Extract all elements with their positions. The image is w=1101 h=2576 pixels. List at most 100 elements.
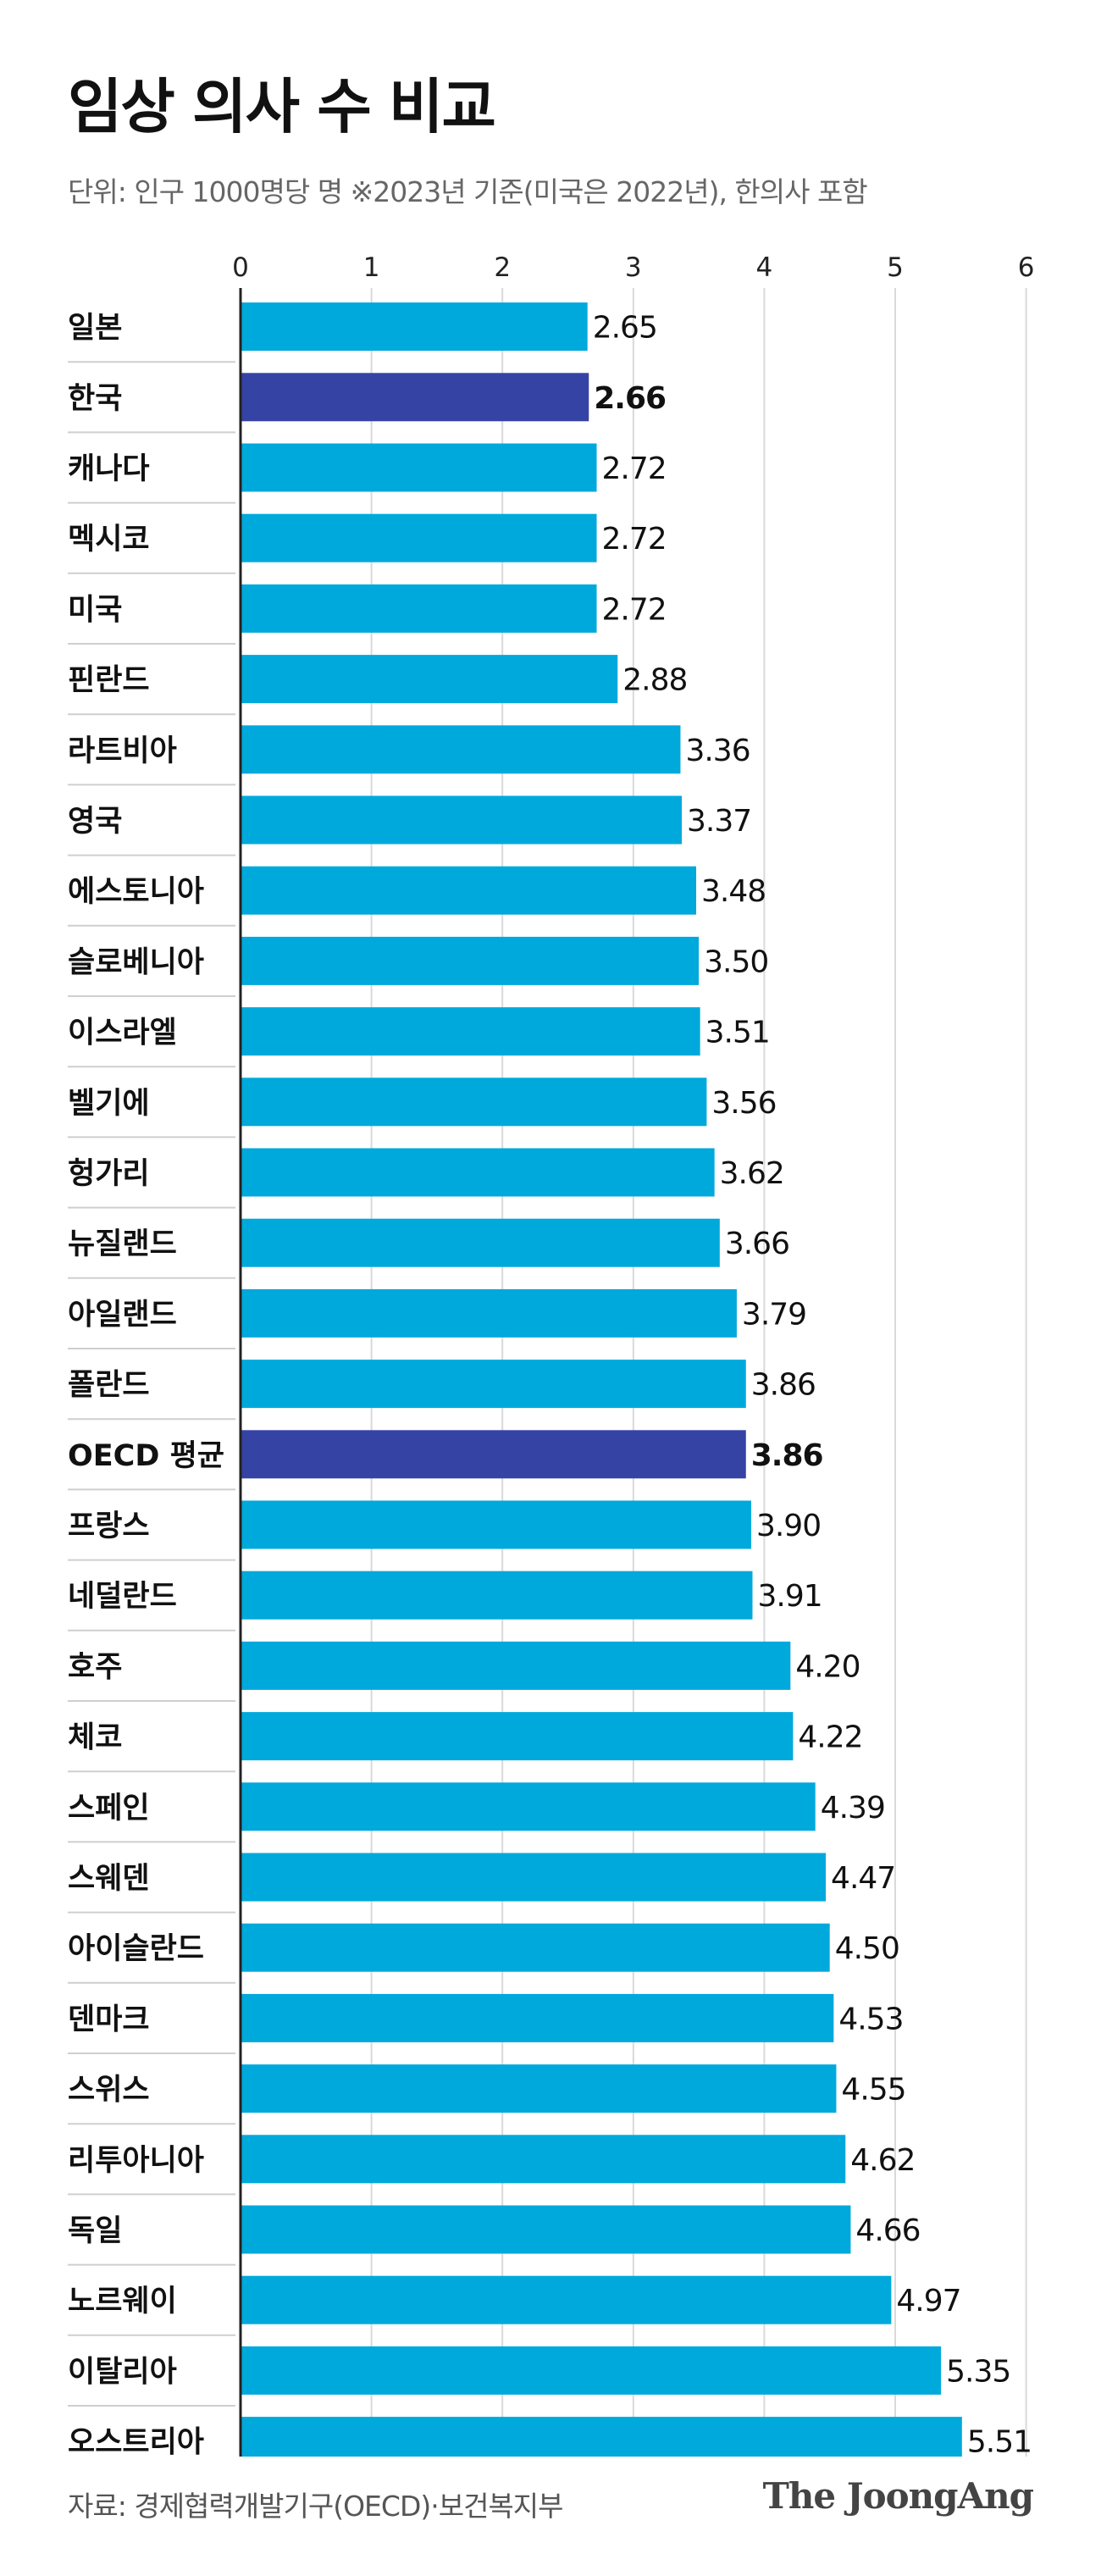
- bar: [241, 866, 697, 915]
- value-label: 4.53: [838, 2002, 903, 2036]
- x-tick-label: 1: [363, 252, 380, 283]
- bar-chart: 0 1 2 3 4 5 6 일본 2.65 한국 2.66 캐나다 2.72 멕시코 2.72 미국 2.72 핀…: [68, 252, 1035, 2457]
- value-label: 4.47: [831, 1861, 895, 1896]
- bar: [241, 2346, 942, 2395]
- value-label: 2.66: [594, 381, 666, 416]
- category-label: 호주: [68, 1650, 122, 1684]
- value-label: 2.88: [622, 663, 687, 698]
- category-label: 스페인: [68, 1792, 150, 1825]
- bar: [241, 2064, 837, 2113]
- bar-highlight: [241, 1430, 746, 1479]
- bar: [241, 1077, 707, 1127]
- bar-highlight: [241, 373, 589, 422]
- category-label: 일본: [68, 312, 122, 346]
- value-label: 3.79: [742, 1297, 806, 1332]
- bar: [241, 1712, 794, 1761]
- bar: [241, 2275, 892, 2324]
- bar: [241, 1853, 827, 1902]
- bar: [241, 936, 700, 985]
- x-tick-label: 0: [232, 252, 249, 283]
- value-label: 3.50: [704, 945, 768, 979]
- bar: [241, 1923, 830, 1972]
- value-label: 4.55: [841, 2073, 905, 2108]
- bar: [241, 1288, 737, 1338]
- bar: [241, 1641, 791, 1690]
- category-label: 헝가리: [68, 1157, 150, 1191]
- category-label: 에스토니아: [68, 875, 204, 909]
- value-label: 4.66: [855, 2213, 920, 2248]
- value-label: 3.66: [725, 1227, 789, 1261]
- value-label: 4.39: [821, 1791, 885, 1825]
- category-label: 네덜란드: [68, 1580, 177, 1614]
- category-label: 멕시코: [68, 523, 150, 557]
- value-label: 2.65: [593, 311, 657, 346]
- value-label: 3.91: [757, 1579, 822, 1614]
- x-tick-label: 5: [887, 252, 904, 283]
- category-label: 미국: [68, 593, 122, 627]
- value-label: 5.51: [967, 2425, 1032, 2457]
- bar: [241, 2135, 846, 2184]
- category-label: 오스트리아: [68, 2426, 204, 2457]
- category-label: 체코: [68, 1721, 122, 1755]
- x-tick-label: 4: [756, 252, 773, 283]
- bar: [241, 2417, 962, 2457]
- value-label: 4.97: [896, 2284, 960, 2318]
- category-label: 벨기에: [68, 1087, 150, 1121]
- bar: [241, 302, 588, 352]
- value-label: 4.20: [795, 1649, 860, 1684]
- bar: [241, 1782, 816, 1831]
- value-label: 3.86: [751, 1368, 816, 1403]
- bar: [241, 584, 597, 633]
- value-label: 3.90: [756, 1509, 821, 1543]
- value-label: 3.36: [685, 734, 750, 768]
- category-label: 프랑스: [68, 1510, 150, 1543]
- value-label: 2.72: [602, 522, 667, 557]
- bar: [241, 1360, 746, 1409]
- category-label: 리투아니아: [68, 2144, 204, 2178]
- bar: [241, 1993, 834, 2042]
- x-tick-label: 6: [1018, 252, 1035, 283]
- value-label: 3.48: [701, 874, 766, 909]
- bar: [241, 513, 597, 562]
- category-label: 스웨덴: [68, 1862, 150, 1896]
- value-label: 4.22: [798, 1720, 862, 1755]
- bar: [241, 1571, 753, 1620]
- value-label: 5.35: [946, 2354, 1010, 2389]
- source-note: 자료: 경제협력개발기구(OECD)·보건복지부: [68, 2490, 564, 2523]
- value-label: 2.72: [602, 592, 667, 627]
- bar: [241, 1500, 751, 1549]
- value-label: 4.62: [850, 2143, 915, 2178]
- category-label: 아일랜드: [68, 1298, 177, 1332]
- value-label: 3.51: [705, 1016, 770, 1050]
- category-label: 이탈리아: [68, 2355, 177, 2389]
- category-label: 덴마크: [68, 2003, 150, 2036]
- category-label: 라트비아: [68, 734, 177, 768]
- bar: [241, 655, 618, 704]
- value-label: 3.86: [751, 1438, 823, 1473]
- value-label: 3.56: [711, 1086, 776, 1121]
- category-label: 스위스: [68, 2074, 150, 2108]
- category-label: OECD 평균: [68, 1439, 224, 1473]
- category-label: 영국: [68, 805, 122, 839]
- chart-title: 임상 의사 수 비교: [68, 72, 496, 141]
- category-label: 캐나다: [68, 452, 150, 486]
- bar: [241, 2205, 851, 2254]
- value-label: 4.50: [835, 1931, 899, 1966]
- category-label: 독일: [68, 2214, 122, 2248]
- category-label: 노르웨이: [68, 2285, 177, 2318]
- value-label: 3.62: [720, 1156, 784, 1191]
- bar: [241, 1007, 700, 1056]
- category-label: 핀란드: [68, 664, 150, 698]
- value-label: 3.37: [687, 804, 751, 839]
- value-label: 2.72: [602, 451, 667, 486]
- category-label: 아이슬란드: [68, 1932, 204, 1966]
- bar: [241, 725, 681, 774]
- category-label: 한국: [68, 382, 122, 416]
- bar: [241, 1218, 720, 1267]
- category-label: 슬로베니아: [68, 945, 204, 979]
- category-label: 뉴질랜드: [68, 1227, 177, 1261]
- category-label: 이스라엘: [68, 1017, 177, 1050]
- category-label: 폴란드: [68, 1369, 150, 1403]
- bar: [241, 795, 683, 845]
- bar: [241, 1148, 715, 1197]
